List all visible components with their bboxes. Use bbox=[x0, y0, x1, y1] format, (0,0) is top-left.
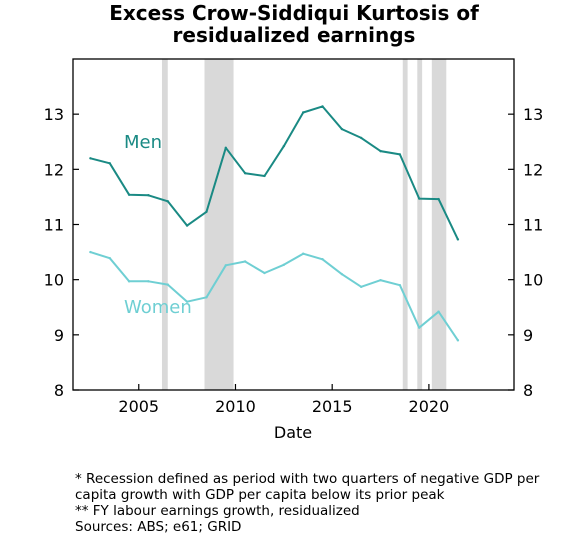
footnote-line: Sources: ABS; e61; GRID bbox=[75, 519, 242, 535]
axis-ticks-group: 8 8 9 9 10 10 11 11 12 12 13 13 2005 2010 2015 2020 bbox=[44, 105, 544, 416]
y-tick-label-right: 11 bbox=[523, 216, 543, 235]
y-tick-label-right: 10 bbox=[523, 271, 543, 290]
series-label-women: Women bbox=[124, 297, 192, 318]
data-point-women bbox=[185, 300, 189, 303]
data-point-men bbox=[379, 149, 382, 153]
data-point-men bbox=[243, 171, 247, 175]
data-point-men bbox=[205, 210, 208, 214]
x-tick-label: 2005 bbox=[118, 397, 159, 416]
data-point-men bbox=[456, 238, 460, 241]
chart-title-line-2: residualized earnings bbox=[172, 23, 416, 47]
data-point-men bbox=[359, 136, 363, 140]
data-point-men bbox=[321, 105, 324, 108]
footnote-line: ** FY labour earnings growth, residualiz… bbox=[75, 503, 360, 519]
x-tick-label: 2015 bbox=[312, 397, 353, 416]
y-tick-label-right: 12 bbox=[523, 160, 543, 179]
series-group bbox=[89, 105, 460, 342]
data-point-men bbox=[340, 127, 344, 131]
data-point-women bbox=[243, 260, 247, 263]
y-tick-label-left: 12 bbox=[44, 160, 64, 179]
data-point-men bbox=[398, 153, 402, 156]
y-tick-label-left: 8 bbox=[54, 381, 64, 400]
data-point-women bbox=[224, 264, 228, 267]
data-point-women bbox=[456, 339, 460, 342]
data-point-women bbox=[263, 271, 266, 275]
recession-band bbox=[402, 59, 408, 390]
y-tick-label-left: 13 bbox=[44, 105, 64, 124]
x-tick-label: 2020 bbox=[409, 397, 450, 416]
data-point-women bbox=[108, 256, 111, 260]
data-point-women bbox=[437, 310, 440, 313]
data-point-women bbox=[166, 283, 169, 286]
data-point-women bbox=[340, 272, 344, 276]
data-point-men bbox=[166, 200, 169, 203]
x-axis-label: Date bbox=[274, 423, 312, 442]
footnote-line: * Recession defined as period with two q… bbox=[75, 471, 540, 487]
y-tick-label-left: 11 bbox=[44, 216, 64, 235]
chart-title-line-1: Excess Crow-Siddiqui Kurtosis of bbox=[109, 1, 479, 25]
data-point-women bbox=[398, 283, 402, 287]
data-point-men bbox=[301, 111, 305, 114]
series-line-men bbox=[90, 105, 459, 240]
data-point-men bbox=[263, 174, 266, 178]
data-point-women bbox=[282, 263, 286, 266]
recession-band bbox=[417, 59, 423, 390]
data-point-men bbox=[282, 144, 286, 148]
recession-band bbox=[431, 59, 447, 390]
data-point-women bbox=[205, 296, 208, 299]
data-point-men bbox=[147, 194, 150, 197]
chart-title: Excess Crow-Siddiqui Kurtosis of residua… bbox=[0, 2, 588, 46]
data-point-women bbox=[127, 280, 131, 283]
series-label-men: Men bbox=[124, 132, 162, 153]
data-point-men bbox=[127, 193, 131, 196]
data-point-men bbox=[418, 197, 421, 200]
y-tick-label-right: 8 bbox=[523, 381, 533, 400]
data-point-women bbox=[147, 280, 150, 283]
recession-shading-group bbox=[161, 59, 447, 390]
data-point-men bbox=[224, 146, 228, 150]
data-point-women bbox=[301, 252, 305, 255]
y-tick-label-right: 9 bbox=[523, 326, 533, 345]
data-point-women bbox=[321, 258, 324, 261]
data-point-men bbox=[185, 224, 189, 227]
data-point-women bbox=[89, 250, 92, 254]
y-tick-label-right: 13 bbox=[523, 105, 543, 124]
data-point-men bbox=[108, 162, 111, 165]
recession-band bbox=[204, 59, 234, 390]
line-chart: 8 8 9 9 10 10 11 11 12 12 13 13 2005 2010 2015 2020 Men… bbox=[44, 58, 544, 442]
series-line-women bbox=[90, 251, 459, 341]
data-point-women bbox=[418, 326, 421, 329]
data-point-women bbox=[359, 285, 363, 289]
x-tick-label: 2010 bbox=[215, 397, 256, 416]
data-point-men bbox=[89, 157, 92, 160]
data-point-women bbox=[379, 279, 382, 282]
recession-band bbox=[161, 59, 168, 390]
data-point-men bbox=[437, 197, 440, 201]
footnotes: * Recession defined as period with two q… bbox=[75, 471, 580, 535]
plot-frame bbox=[72, 58, 515, 391]
y-tick-label-left: 10 bbox=[44, 271, 64, 290]
footnote-line: capita growth with GDP per capita below … bbox=[75, 487, 445, 503]
y-tick-label-left: 9 bbox=[54, 326, 64, 345]
